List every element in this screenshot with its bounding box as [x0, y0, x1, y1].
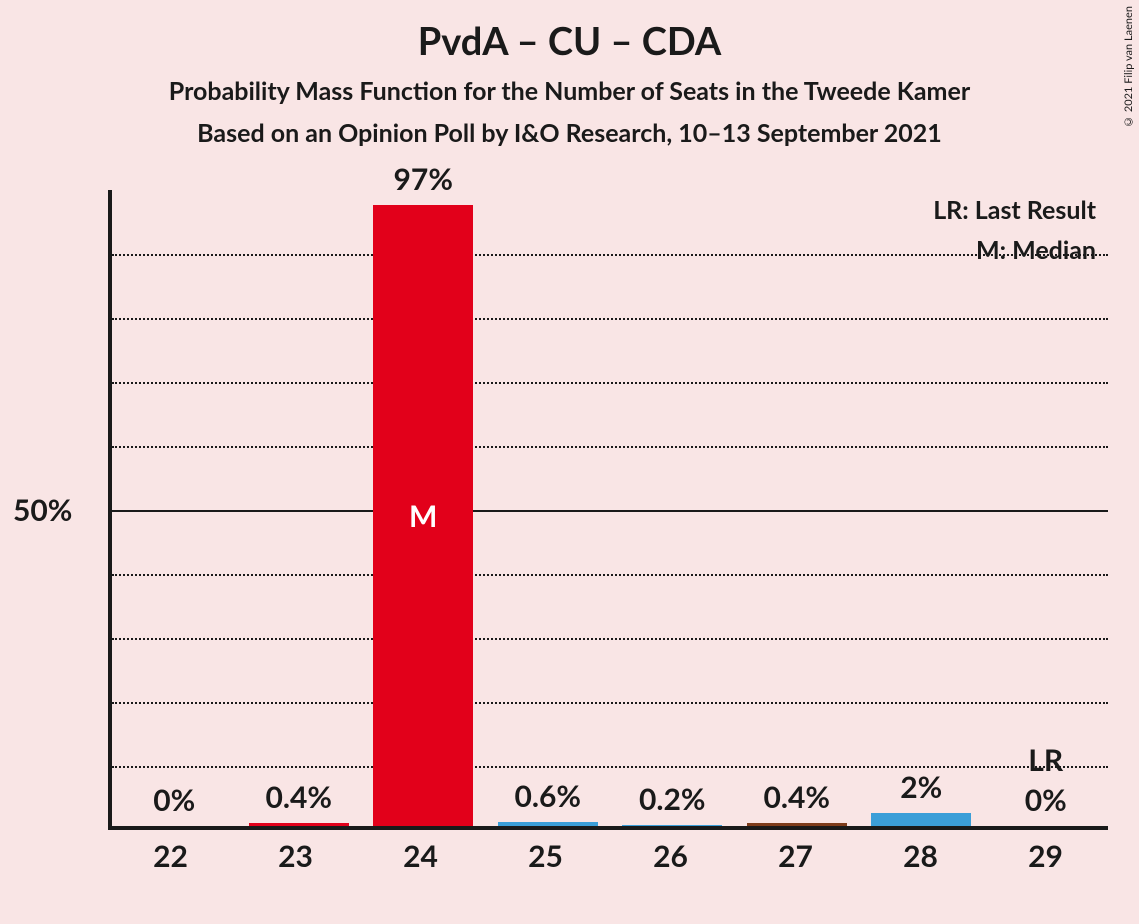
x-axis-tick-label: 29 — [983, 838, 1108, 874]
bar: 97%M — [373, 205, 473, 826]
bar — [249, 823, 349, 826]
legend-m: M: Median — [933, 230, 1096, 270]
bar — [871, 813, 971, 826]
bar-slot: 97%M — [361, 190, 486, 826]
bar-slot: 0.4% — [237, 190, 362, 826]
bar-slot: 0.2% — [610, 190, 735, 826]
x-axis-labels: 2223242526272829 — [108, 838, 1108, 874]
legend: LR: Last Result M: Median — [933, 190, 1096, 270]
chart-title: PvdA – CU – CDA — [0, 0, 1139, 64]
bar-slot: 0.4% — [735, 190, 860, 826]
x-axis-tick-label: 25 — [483, 838, 608, 874]
x-axis-tick-label: 28 — [858, 838, 983, 874]
bar-value-label: 0% — [984, 782, 1109, 818]
x-axis-tick-label: 26 — [608, 838, 733, 874]
bar-slot: 0% — [112, 190, 237, 826]
chart-subtitle-2: Based on an Opinion Poll by I&O Research… — [0, 118, 1139, 148]
chart-subtitle-1: Probability Mass Function for the Number… — [0, 76, 1139, 106]
last-result-marker: LR — [984, 742, 1109, 778]
x-axis-tick-label: 24 — [358, 838, 483, 874]
bar — [622, 825, 722, 826]
bar-value-label: 0.2% — [610, 781, 735, 817]
y-axis-tick-label: 50% — [13, 492, 72, 528]
bar-slot: 0.6% — [486, 190, 611, 826]
bar-value-label: 0.4% — [237, 779, 362, 815]
bars-container: 0%0.4%97%M0.6%0.2%0.4%2%0%LR — [112, 190, 1108, 826]
copyright-text: © 2021 Filip van Laenen — [1122, 6, 1135, 128]
bar-value-label: 0.4% — [735, 779, 860, 815]
bar-value-label: 0.6% — [486, 778, 611, 814]
bar-value-label: 2% — [859, 769, 984, 805]
bar-value-label: 97% — [373, 161, 473, 205]
bar — [747, 823, 847, 826]
median-marker: M — [373, 498, 473, 534]
x-axis-tick-label: 22 — [108, 838, 233, 874]
bar-slot: 0% LR — [984, 190, 1109, 826]
bar-value-label: 0% — [112, 782, 237, 818]
x-axis-tick-label: 23 — [233, 838, 358, 874]
x-axis-tick-label: 27 — [733, 838, 858, 874]
plot-area: 0%0.4%97%M0.6%0.2%0.4%2%0%LR LR: Last Re… — [108, 190, 1108, 830]
bar — [498, 822, 598, 826]
legend-lr: LR: Last Result — [933, 190, 1096, 230]
bar-slot: 2% — [859, 190, 984, 826]
chart-container: 0%0.4%97%M0.6%0.2%0.4%2%0%LR LR: Last Re… — [108, 190, 1108, 870]
